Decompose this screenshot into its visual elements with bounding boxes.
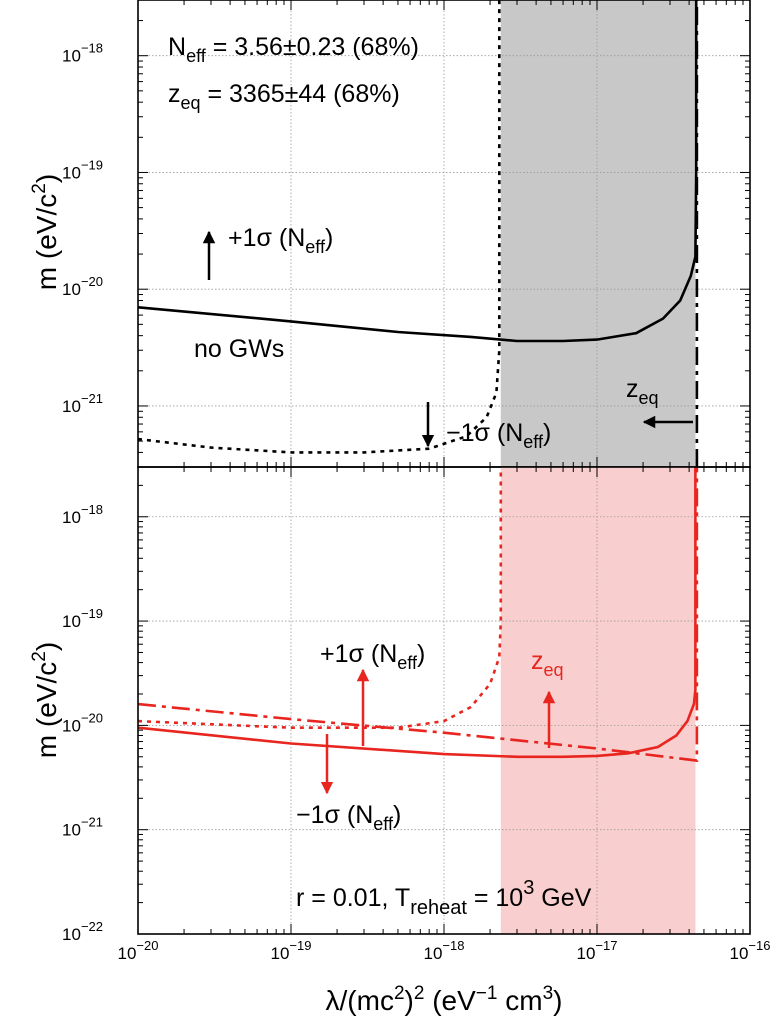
bottom-ytick-label: 10−19 (62, 606, 103, 631)
bottom-ytick-label: 10−18 (62, 502, 103, 527)
top-ytick-label: 10−19 (62, 157, 103, 182)
bottom-shaded-region (500, 467, 696, 934)
top-ytick-label: 10−20 (62, 274, 103, 299)
bottom-panel: 10−22 10−21 10−20 10−19 10−18 10−20 10−19 10−18… (62, 466, 771, 963)
top-ytick-label: 10−18 (62, 41, 103, 66)
xlabel: λ/(mc2)2 (eV−1 cm3) (326, 983, 563, 1016)
top-shaded-region (500, 0, 696, 467)
bottom-ytick-label: 10−22 (62, 919, 103, 944)
zeq-label-bottom: zeq (531, 647, 564, 680)
bottom-xtick-label: 10−16 (730, 938, 771, 963)
ylabel-top: m (eV/c2) (29, 174, 62, 290)
bottom-ytick-label: 10−21 (62, 815, 103, 840)
top-ytick-label: 10−21 (62, 391, 103, 416)
zeq-label-top: zeq (626, 375, 659, 408)
top-panel: 10−21 10−20 10−19 10−18 (62, 0, 751, 468)
zeq-annotation: zeq = 3365±44 (68%) (168, 80, 400, 113)
neff-annotation: Neff = 3.56±0.23 (68%) (168, 33, 419, 66)
bottom-xtick-label: 10−17 (577, 938, 618, 963)
bottom-frame (137, 466, 751, 935)
reheat-annotation: r = 0.01, Treheat = 103 GeV (296, 877, 592, 919)
top-series-dotted (138, 0, 501, 454)
bottom-xtick-label: 10−20 (118, 938, 159, 963)
bottom-xtick-label: 10−19 (271, 938, 312, 963)
bottom-series-dotted (138, 467, 503, 729)
minus-sigma-label-top: −1σ (Neff) (446, 419, 551, 452)
top-series-solid (138, 0, 698, 343)
minus-sigma-label-bottom: −1σ (Neff) (296, 801, 401, 834)
bottom-ytick-label: 10−20 (62, 710, 103, 735)
plus-sigma-label-bottom: +1σ (Neff) (320, 640, 425, 673)
bottom-series-dashdot (138, 467, 699, 763)
plus-sigma-label-top: +1σ (Neff) (228, 224, 333, 257)
bottom-xtick-label: 10−18 (424, 938, 465, 963)
ylabel-bottom: m (eV/c2) (29, 642, 62, 758)
no-gws-label: no GWs (194, 335, 284, 363)
